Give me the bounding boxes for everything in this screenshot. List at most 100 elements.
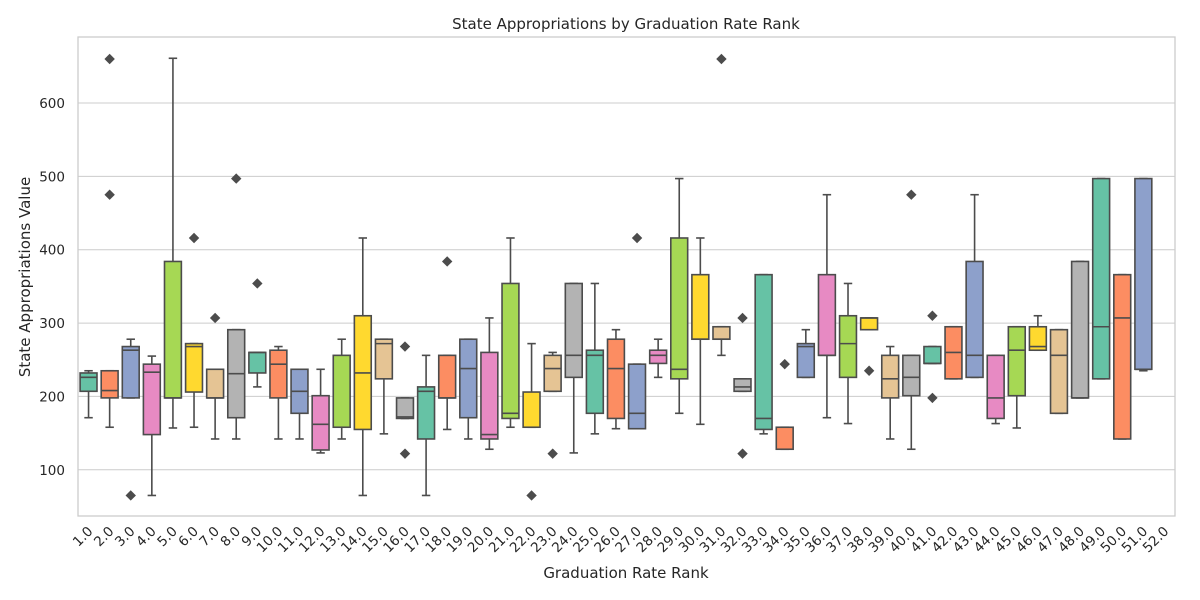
box-group xyxy=(480,317,499,451)
box-iqr xyxy=(269,349,288,399)
box-group xyxy=(522,342,541,501)
box-group xyxy=(290,368,309,440)
outlier-point xyxy=(737,448,748,459)
outlier-point xyxy=(906,189,917,200)
box-iqr xyxy=(712,325,731,341)
box-iqr xyxy=(332,354,351,429)
box-iqr xyxy=(838,314,858,379)
box-group xyxy=(648,338,668,379)
y-tick-label: 200 xyxy=(39,389,65,405)
box-group xyxy=(627,232,647,430)
box-iqr xyxy=(796,342,816,379)
box-iqr xyxy=(1070,260,1090,399)
box-iqr xyxy=(1134,177,1153,371)
x-axis-label: Graduation Rate Rank xyxy=(543,564,709,582)
chart-title: State Appropriations by Graduation Rate … xyxy=(452,15,800,33)
outlier-point xyxy=(863,365,875,376)
plot-frame xyxy=(77,36,1176,517)
box-iqr xyxy=(374,338,394,380)
outlier-point xyxy=(104,189,115,200)
box-group xyxy=(226,173,246,440)
box-group xyxy=(691,237,710,426)
box-iqr xyxy=(416,386,436,440)
outlier-point xyxy=(927,392,938,404)
box-group xyxy=(163,57,183,429)
outlier-point xyxy=(125,490,136,501)
box-group xyxy=(1007,325,1027,429)
box-group xyxy=(585,282,605,435)
box-group xyxy=(775,358,794,451)
box-group xyxy=(121,338,140,501)
box-iqr xyxy=(311,394,330,451)
box-iqr xyxy=(121,345,140,399)
box-iqr xyxy=(606,338,626,420)
box-iqr xyxy=(986,354,1005,420)
box-iqr xyxy=(902,354,921,397)
box-iqr xyxy=(205,368,225,399)
box-group xyxy=(1028,314,1048,352)
box-group xyxy=(353,237,373,497)
box-iqr xyxy=(733,378,752,393)
box-iqr xyxy=(754,273,773,431)
box-iqr xyxy=(248,351,267,374)
box-group xyxy=(205,312,225,440)
box-group xyxy=(79,369,98,419)
box-group xyxy=(944,325,963,380)
box-group xyxy=(269,345,288,440)
box-group xyxy=(311,368,330,454)
box-group xyxy=(606,328,626,430)
outlier-point xyxy=(547,448,558,459)
outlier-point xyxy=(399,341,411,352)
box-iqr xyxy=(480,351,499,440)
box-group xyxy=(100,53,119,429)
box-group xyxy=(437,256,457,431)
box-group xyxy=(1134,177,1153,372)
outlier-point xyxy=(441,256,453,267)
outlier-point xyxy=(927,310,938,321)
outlier-point xyxy=(631,232,643,244)
outlier-point xyxy=(779,358,790,370)
box-group xyxy=(754,273,773,435)
box-iqr xyxy=(1007,325,1027,397)
outlier-point xyxy=(104,53,115,65)
outlier-point xyxy=(737,312,748,324)
box-iqr xyxy=(923,345,942,365)
box-group xyxy=(1049,328,1069,415)
box-group xyxy=(796,328,816,379)
box-group xyxy=(374,338,394,435)
box-group xyxy=(501,237,520,429)
box-iqr xyxy=(670,237,689,380)
box-layer xyxy=(79,53,1153,501)
y-tick-labels: 100 200 300 400 500 600 xyxy=(39,96,65,479)
box-group xyxy=(416,354,436,497)
outlier-point xyxy=(252,278,263,289)
x-tick-labels: 1.02.03.04.05.06.07.08.09.010.011.012.01… xyxy=(70,524,1172,557)
box-group xyxy=(142,355,162,497)
box-group xyxy=(712,53,731,357)
box-iqr xyxy=(1049,328,1069,415)
box-group xyxy=(670,177,689,415)
box-group xyxy=(332,338,351,440)
y-axis-label: State Appropriations Value xyxy=(16,177,34,377)
y-tick-label: 100 xyxy=(39,463,65,479)
box-iqr xyxy=(859,317,879,331)
box-group xyxy=(902,189,921,451)
outlier-point xyxy=(716,53,727,65)
box-iqr xyxy=(564,282,583,379)
box-iqr xyxy=(691,273,710,341)
box-iqr xyxy=(501,282,520,420)
box-group xyxy=(459,338,478,440)
box-iqr xyxy=(648,349,668,365)
y-tick-label: 600 xyxy=(39,96,65,112)
box-iqr xyxy=(817,273,837,357)
box-iqr xyxy=(585,349,605,415)
box-iqr xyxy=(437,354,457,399)
box-iqr xyxy=(1113,273,1132,440)
box-iqr xyxy=(100,369,119,399)
y-tick-label: 500 xyxy=(39,169,65,185)
box-iqr xyxy=(459,338,478,419)
box-iqr xyxy=(965,260,984,379)
box-group xyxy=(880,345,900,440)
box-iqr xyxy=(395,397,415,420)
